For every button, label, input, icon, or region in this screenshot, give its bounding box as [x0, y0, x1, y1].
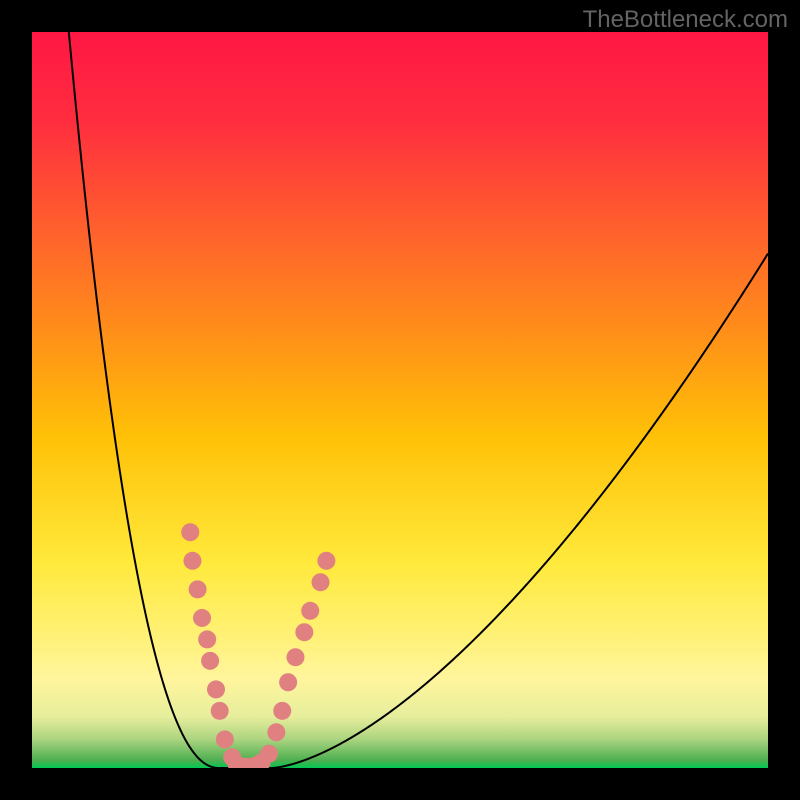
marker-point — [273, 702, 291, 720]
marker-point — [183, 552, 201, 570]
marker-point — [279, 673, 297, 691]
marker-point — [189, 580, 207, 598]
marker-point — [201, 652, 219, 670]
marker-point — [260, 745, 278, 763]
marker-point — [211, 702, 229, 720]
marker-point — [181, 523, 199, 541]
gradient-background — [32, 32, 768, 768]
watermark-text: TheBottleneck.com — [583, 6, 788, 34]
marker-point — [216, 730, 234, 748]
marker-point — [301, 602, 319, 620]
marker-point — [207, 680, 225, 698]
marker-point — [317, 552, 335, 570]
stage: TheBottleneck.com — [0, 0, 800, 800]
marker-point — [198, 630, 216, 648]
marker-point — [312, 573, 330, 591]
bottleneck-chart — [32, 32, 768, 768]
marker-point — [193, 609, 211, 627]
marker-point — [267, 723, 285, 741]
marker-point — [286, 648, 304, 666]
marker-point — [295, 623, 313, 641]
